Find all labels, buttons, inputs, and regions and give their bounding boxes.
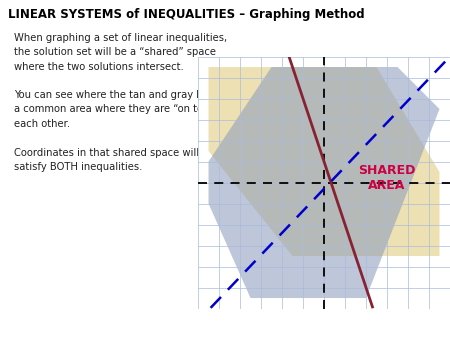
Text: You can see where the tan and gray have
a common area where they are “on top” of: You can see where the tan and gray have …: [14, 90, 227, 129]
Polygon shape: [208, 67, 440, 256]
Text: When graphing a set of linear inequalities,
the solution set will be a “shared” : When graphing a set of linear inequaliti…: [14, 33, 227, 72]
Text: Coordinates in that shared space will
satisfy BOTH inequalities.: Coordinates in that shared space will sa…: [14, 148, 199, 172]
Polygon shape: [208, 67, 440, 298]
Text: SHARED
AREA: SHARED AREA: [358, 164, 416, 192]
Text: LINEAR SYSTEMS of INEQUALITIES – Graphing Method: LINEAR SYSTEMS of INEQUALITIES – Graphin…: [8, 8, 365, 21]
